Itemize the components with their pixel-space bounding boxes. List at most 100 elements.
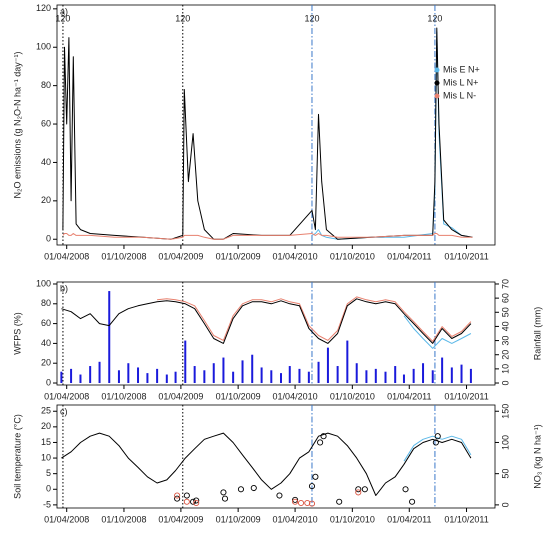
y2-tick-label: 70 xyxy=(500,279,510,289)
no3-point xyxy=(355,486,362,493)
rain-bar xyxy=(270,370,273,384)
rain-bar xyxy=(346,340,349,384)
rain-bar xyxy=(326,347,329,384)
no3-point xyxy=(402,486,409,493)
y-tick-label: 100 xyxy=(36,42,51,52)
no3-point xyxy=(297,499,305,507)
rain-bar xyxy=(317,361,320,384)
y2-tick-label: 150 xyxy=(500,404,510,419)
fertilization-label: 120 xyxy=(304,13,319,23)
rain-bar xyxy=(203,370,206,384)
no3-point xyxy=(409,498,416,505)
legend-label: Mis L N- xyxy=(443,90,476,100)
rain-bar xyxy=(184,340,187,384)
no3-point xyxy=(193,497,200,504)
y-tick-label: 20 xyxy=(41,358,51,368)
series-line xyxy=(311,31,473,240)
legend-swatch xyxy=(434,67,440,73)
y-tick-label: 25 xyxy=(41,406,51,416)
plot-frame xyxy=(56,4,496,246)
x-tick-label: 01/10/2011 xyxy=(444,514,488,524)
x-tick-label: 01/04/2011 xyxy=(387,391,431,401)
series-line xyxy=(157,296,472,342)
rain-bar xyxy=(307,371,310,384)
legend-swatch xyxy=(434,93,440,99)
rain-bar xyxy=(137,367,140,384)
plot-frame xyxy=(56,404,496,509)
no3-point xyxy=(250,484,257,492)
no3-point xyxy=(304,499,311,507)
x-tick-label: 01/10/2009 xyxy=(216,251,261,261)
y-tick-label: 40 xyxy=(41,338,51,348)
rain-bar xyxy=(355,363,358,384)
no3-point xyxy=(221,495,229,502)
y2-axis-label: NO₃ (kg N ha⁻¹) xyxy=(532,424,542,488)
no3-point xyxy=(320,433,327,440)
y-tick-label: 80 xyxy=(41,298,51,308)
y-tick-label: 15 xyxy=(41,437,51,447)
y-tick-label: 40 xyxy=(41,157,51,167)
x-tick-label: 01/04/2010 xyxy=(273,251,318,261)
rain-bar xyxy=(251,354,254,384)
series-line xyxy=(62,233,473,240)
rain-bar xyxy=(70,368,73,384)
no3-point xyxy=(308,500,316,507)
y-tick-label: 120 xyxy=(36,3,51,13)
y-tick-label: 0 xyxy=(46,234,51,244)
y-axis-label: N₂O emissions (g N₂O-N ha⁻¹ day⁻¹) xyxy=(12,51,22,198)
rain-bar xyxy=(280,373,283,384)
series-line xyxy=(61,298,472,344)
x-tick-label: 01/10/2009 xyxy=(216,391,261,401)
rain-bar xyxy=(460,364,463,384)
rain-bar xyxy=(89,366,92,384)
rain-bar xyxy=(441,357,444,384)
rain-bar xyxy=(384,371,387,384)
no3-point xyxy=(193,499,200,507)
y2-tick-label: 60 xyxy=(500,293,510,303)
y-tick-label: 80 xyxy=(41,80,51,90)
y2-tick-label: 30 xyxy=(500,336,510,346)
no3-point xyxy=(434,433,441,440)
rain-bar xyxy=(288,366,291,384)
panel-label: a) xyxy=(60,6,68,16)
no3-point xyxy=(336,498,343,505)
x-tick-label: 01/04/2010 xyxy=(273,514,318,524)
x-tick-label: 01/10/2011 xyxy=(444,391,488,401)
x-tick-label: 01/10/2008 xyxy=(101,391,146,401)
rain-bar xyxy=(374,368,377,384)
panel-label: c) xyxy=(60,406,68,416)
x-tick-label: 01/04/2010 xyxy=(273,391,318,401)
rain-bar xyxy=(60,371,63,384)
rain-bar xyxy=(365,370,368,384)
rain-bar xyxy=(212,363,215,384)
rain-bar xyxy=(422,363,425,384)
no3-point xyxy=(220,489,227,496)
y-axis-label: Soil temperature (°C) xyxy=(12,414,22,499)
y2-tick-label: 40 xyxy=(500,321,510,331)
no3-point xyxy=(432,439,439,446)
y-tick-label: 60 xyxy=(41,318,51,328)
panel-label: b) xyxy=(60,283,68,293)
plot-frame xyxy=(56,281,496,386)
series-line xyxy=(61,432,472,496)
rain-bar xyxy=(222,357,225,384)
x-tick-label: 01/10/2008 xyxy=(101,514,146,524)
series-line xyxy=(403,435,472,462)
rain-bar xyxy=(174,371,177,384)
x-tick-label: 01/10/2010 xyxy=(330,391,375,401)
series-line xyxy=(62,27,473,240)
rain-bar xyxy=(431,370,434,384)
no3-point xyxy=(183,492,190,499)
rain-bar xyxy=(260,367,263,384)
x-tick-label: 01/04/2009 xyxy=(158,251,203,261)
y-tick-label: 5 xyxy=(46,468,51,478)
no3-point xyxy=(183,498,190,505)
rain-bar xyxy=(394,366,397,384)
no3-point xyxy=(308,483,316,490)
rain-bar xyxy=(232,371,235,384)
fertilization-label: 120 xyxy=(427,13,442,23)
rain-bar xyxy=(450,367,453,384)
no3-point xyxy=(276,492,283,499)
rain-bar xyxy=(79,374,82,384)
y-tick-label: 20 xyxy=(41,195,51,205)
